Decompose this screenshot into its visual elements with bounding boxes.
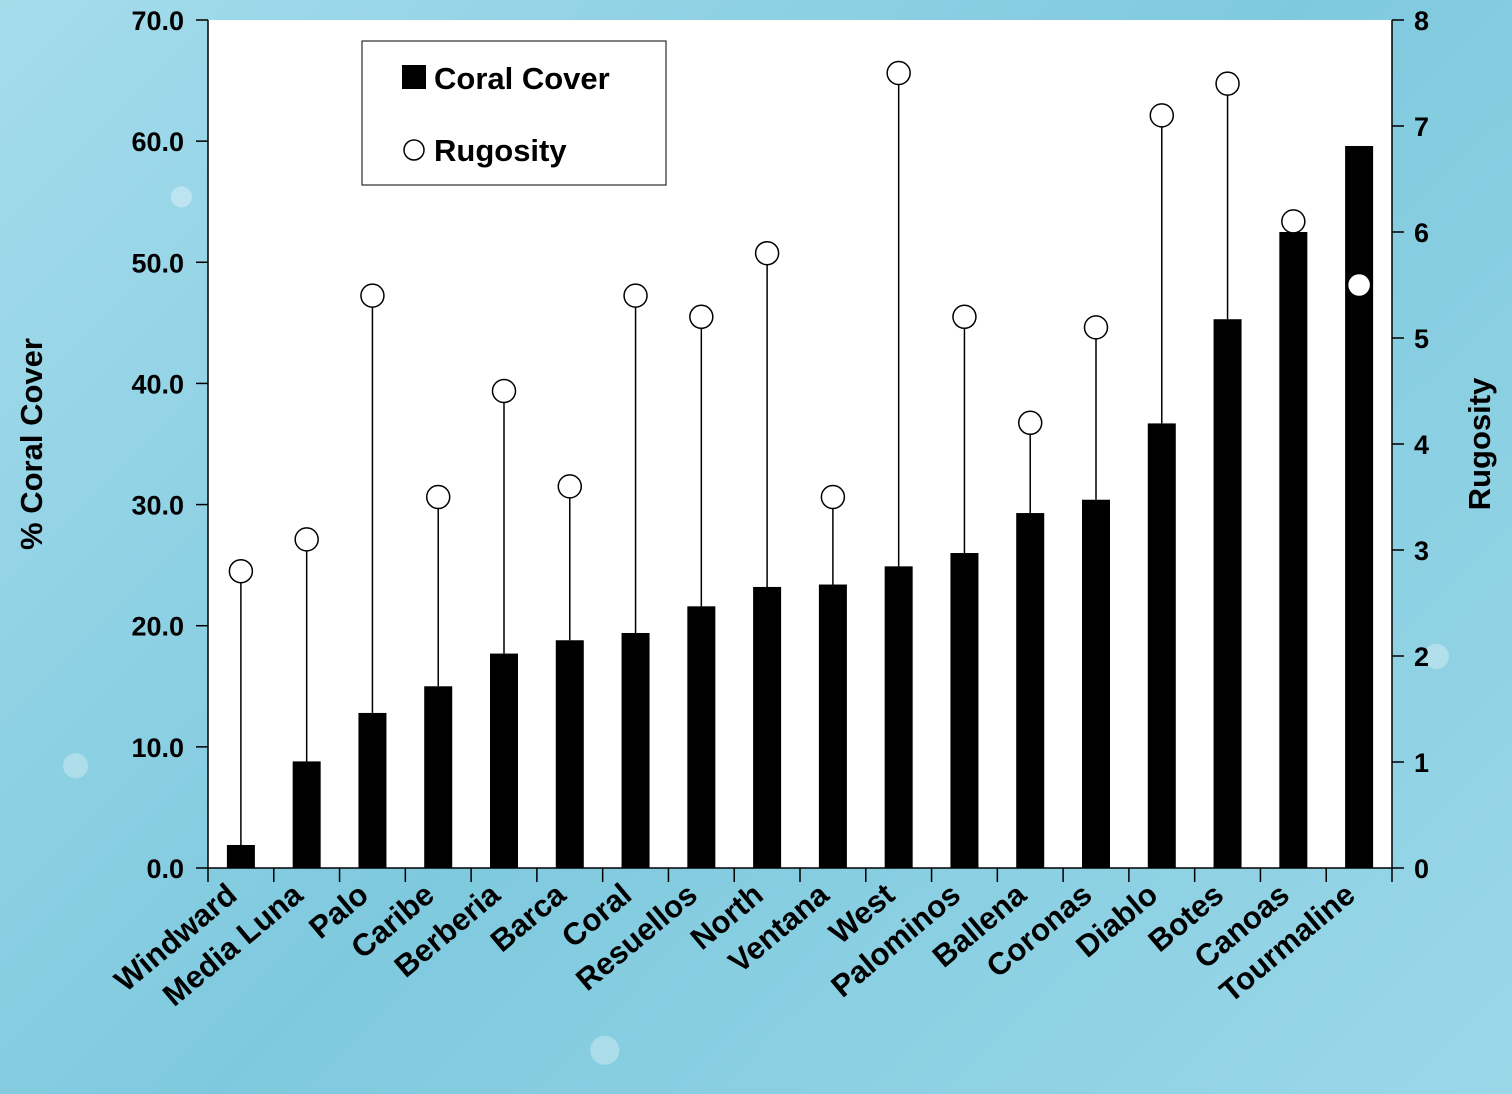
- left-tick-label: 20.0: [131, 612, 184, 642]
- right-tick-label: 4: [1414, 430, 1429, 460]
- right-tick-label: 6: [1414, 218, 1429, 248]
- rugosity-point-4: [491, 378, 517, 404]
- bar-3: [424, 686, 453, 868]
- left-axis-ticks: 0.0 10.0 20.0 30.0 40.0 50.0 60.0 70.0: [131, 6, 208, 884]
- left-tick-label: 70.0: [131, 6, 184, 36]
- bar-12: [1016, 513, 1045, 868]
- rugosity-point-3: [425, 484, 451, 510]
- rugosity-point-1: [294, 527, 319, 552]
- bar-1: [292, 761, 321, 868]
- bar-2: [358, 712, 387, 868]
- bar-11: [950, 553, 979, 868]
- rugosity-point-10: [886, 60, 911, 86]
- right-tick-label: 7: [1414, 112, 1429, 142]
- left-tick-label: 10.0: [131, 733, 184, 763]
- rugosity-point-12: [1017, 410, 1043, 436]
- right-tick-label: 8: [1414, 6, 1429, 36]
- bar-16: [1279, 232, 1308, 868]
- right-tick-label: 3: [1414, 536, 1429, 566]
- rugosity-point-15: [1215, 71, 1240, 96]
- left-tick-label: 30.0: [131, 491, 184, 521]
- bar-0: [226, 844, 255, 868]
- rugosity-point-8: [754, 240, 780, 266]
- rugosity-point-16: [1281, 209, 1306, 234]
- rugosity-point-11: [952, 304, 977, 330]
- bar-15: [1213, 319, 1242, 868]
- bar-6: [621, 632, 650, 868]
- bar-9: [818, 584, 847, 868]
- left-tick-label: 0.0: [146, 854, 184, 884]
- bar-8: [753, 586, 782, 868]
- rugosity-point-5: [557, 474, 583, 499]
- rugosity-markers: [228, 60, 1372, 584]
- bar-14: [1147, 423, 1176, 868]
- rugosity-point-13: [1083, 315, 1109, 340]
- left-tick-label: 60.0: [131, 127, 184, 157]
- bar-7: [687, 606, 716, 868]
- bar-4: [490, 653, 518, 868]
- rugosity-point-6: [623, 283, 648, 308]
- rugosity-point-7: [689, 304, 714, 330]
- left-tick-label: 50.0: [131, 248, 184, 278]
- legend: Coral Cover Rugosity: [361, 40, 667, 186]
- bar-13: [1082, 499, 1110, 868]
- legend-circle-swatch: [403, 139, 425, 161]
- bar-5: [555, 640, 584, 868]
- rugosity-point-0: [228, 558, 254, 584]
- rugosity-stems: [240, 73, 1295, 845]
- bar-10: [884, 566, 913, 868]
- rugosity-point-2: [360, 283, 385, 308]
- legend-item-rugosity: Rugosity: [434, 133, 567, 168]
- rugosity-point-17: [1346, 272, 1372, 298]
- right-tick-label: 2: [1414, 642, 1429, 672]
- bars: [226, 145, 1374, 868]
- legend-item-coral-cover: Coral Cover: [434, 61, 610, 96]
- legend-bar-swatch: [402, 65, 426, 89]
- bar-17: [1345, 145, 1374, 868]
- right-axis-title: Rugosity: [1462, 377, 1497, 510]
- left-axis-title: % Coral Cover: [14, 338, 49, 550]
- right-tick-label: 5: [1414, 324, 1429, 354]
- rugosity-point-9: [820, 484, 846, 510]
- right-tick-label: 1: [1414, 748, 1429, 778]
- right-tick-label: 0: [1414, 854, 1429, 884]
- category-label: Barca: [484, 876, 573, 959]
- left-tick-label: 40.0: [131, 369, 184, 399]
- rugosity-point-14: [1149, 103, 1175, 128]
- right-axis-ticks: 0 1 2 3 4 5 6 7 8: [1392, 6, 1429, 884]
